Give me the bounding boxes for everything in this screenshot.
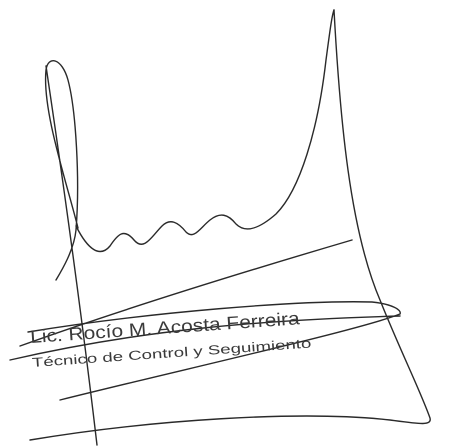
signature-waves: [75, 9, 335, 253]
signature-sweep-1: [19, 239, 353, 347]
signature-sweep-3: [9, 315, 401, 361]
signature-right-stroke: [29, 9, 431, 441]
signature-vertical: [45, 65, 98, 446]
signature-sweep-2: [27, 301, 401, 401]
stamp: Lic. Rocío M. Acosta Ferreira Técnico de…: [29, 308, 311, 370]
signature-strokes: [9, 9, 431, 446]
signature-loop: [44, 60, 79, 281]
